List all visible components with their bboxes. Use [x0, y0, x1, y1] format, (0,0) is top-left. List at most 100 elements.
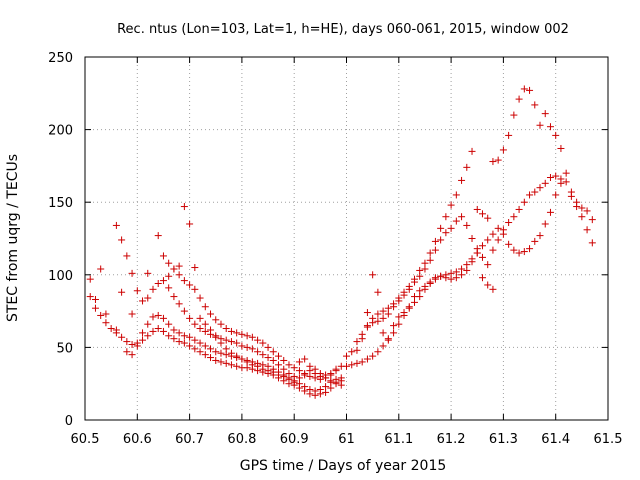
data-point	[463, 221, 471, 229]
data-point	[552, 131, 560, 139]
data-point	[97, 265, 105, 273]
data-point	[374, 348, 382, 356]
data-point	[175, 338, 183, 346]
data-point	[531, 101, 539, 109]
data-point	[285, 361, 293, 369]
data-point	[144, 332, 152, 340]
data-point	[452, 274, 460, 282]
data-point	[379, 329, 387, 337]
data-point	[520, 85, 528, 93]
data-point	[332, 365, 340, 373]
data-point	[112, 326, 120, 334]
data-point	[212, 316, 220, 324]
data-point	[170, 265, 178, 273]
data-point	[154, 232, 162, 240]
data-point	[301, 383, 309, 391]
data-point	[264, 343, 272, 351]
data-point	[316, 386, 324, 394]
data-point	[269, 368, 277, 376]
data-point	[510, 111, 518, 119]
data-point	[306, 372, 314, 380]
data-point	[301, 355, 309, 363]
data-point	[463, 163, 471, 171]
data-point	[343, 352, 350, 360]
data-point	[165, 259, 173, 267]
grid-lines	[85, 57, 608, 420]
data-point	[196, 314, 204, 322]
data-point	[442, 229, 450, 237]
data-point	[531, 188, 539, 196]
y-axis-label: STEC from uqrg / TECUs	[5, 154, 21, 322]
data-point	[295, 358, 303, 366]
data-point	[526, 191, 534, 199]
x-axis-label: GPS time / Days of year 2015	[240, 458, 447, 474]
data-point	[437, 272, 445, 280]
data-point	[186, 314, 194, 322]
data-point	[259, 351, 267, 359]
data-point	[416, 272, 424, 280]
data-point	[118, 333, 126, 341]
data-point	[238, 355, 246, 363]
data-point	[227, 338, 235, 346]
data-point	[369, 319, 377, 327]
data-point	[186, 281, 194, 289]
data-point	[201, 342, 209, 350]
data-point	[233, 329, 241, 337]
y-tick-label: 250	[48, 51, 73, 66]
data-point	[254, 362, 262, 370]
data-point	[489, 158, 497, 166]
data-point	[144, 269, 152, 277]
data-point	[201, 351, 209, 359]
x-tick-label: 60.8	[227, 432, 256, 447]
data-point	[311, 387, 319, 395]
data-point	[421, 282, 429, 290]
data-point	[133, 287, 141, 295]
data-point	[520, 248, 528, 256]
data-point	[541, 179, 549, 187]
data-point	[191, 336, 199, 344]
data-point	[306, 386, 314, 394]
data-point	[405, 303, 413, 311]
data-point	[139, 336, 147, 344]
data-point	[400, 311, 408, 319]
data-point	[139, 329, 147, 337]
data-point	[458, 213, 466, 221]
data-point	[410, 278, 418, 286]
data-point	[478, 210, 486, 218]
data-point	[306, 362, 314, 370]
data-point	[259, 339, 267, 347]
data-point	[290, 378, 298, 386]
data-point	[180, 307, 188, 315]
data-point	[285, 375, 293, 383]
chart-title: Rec. ntus (Lon=103, Lat=1, h=HE), days 0…	[117, 22, 569, 37]
data-point	[227, 349, 235, 357]
y-tick-label: 50	[56, 341, 73, 356]
data-point	[139, 297, 147, 305]
data-point	[280, 365, 288, 373]
data-point	[384, 335, 392, 343]
data-point	[107, 325, 115, 333]
data-point	[259, 365, 267, 373]
data-point	[505, 240, 513, 248]
data-point	[170, 326, 178, 334]
x-tick-label: 61.1	[384, 432, 413, 447]
data-point	[170, 335, 178, 343]
data-point	[494, 224, 502, 232]
data-point	[102, 310, 110, 318]
data-point	[248, 333, 256, 341]
data-point	[233, 362, 241, 370]
data-point	[128, 340, 136, 348]
data-point	[426, 278, 434, 286]
data-point	[280, 356, 288, 364]
data-point	[128, 269, 136, 277]
data-point	[186, 333, 194, 341]
data-point	[552, 191, 560, 199]
data-point	[499, 146, 507, 154]
data-point	[196, 325, 204, 333]
data-point	[217, 358, 225, 366]
data-point	[159, 327, 167, 335]
data-point	[515, 249, 523, 257]
data-point	[484, 261, 492, 269]
data-point	[322, 371, 330, 379]
data-point	[510, 246, 518, 254]
